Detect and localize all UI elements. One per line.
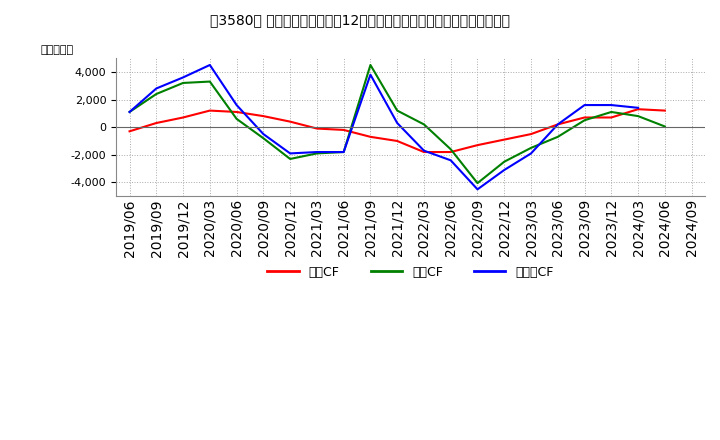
営業CF <box>500 137 508 142</box>
営業CF <box>366 134 374 139</box>
営業CF <box>312 126 321 131</box>
投資CF <box>286 156 294 161</box>
投資CF <box>420 122 428 127</box>
営業CF <box>446 150 455 155</box>
営業CF <box>339 127 348 132</box>
営業CF <box>233 109 241 114</box>
フリーCF <box>179 75 187 80</box>
フリーCF <box>366 72 374 77</box>
営業CF <box>527 132 536 137</box>
フリーCF <box>446 158 455 163</box>
営業CF <box>125 128 134 134</box>
フリーCF <box>393 121 402 126</box>
フリーCF <box>205 62 214 68</box>
投資CF <box>179 81 187 86</box>
投資CF <box>125 109 134 114</box>
営業CF <box>179 115 187 120</box>
フリーCF <box>527 151 536 156</box>
投資CF <box>634 114 642 119</box>
営業CF <box>420 150 428 155</box>
営業CF <box>473 143 482 148</box>
営業CF <box>660 108 669 113</box>
営業CF <box>286 119 294 124</box>
フリーCF <box>233 103 241 108</box>
投資CF <box>233 116 241 121</box>
投資CF <box>393 108 402 113</box>
投資CF <box>339 150 348 155</box>
投資CF <box>152 92 161 97</box>
営業CF <box>205 108 214 113</box>
フリーCF <box>500 167 508 172</box>
投資CF <box>446 147 455 152</box>
フリーCF <box>339 150 348 155</box>
フリーCF <box>607 103 616 108</box>
Line: 投資CF: 投資CF <box>130 65 665 183</box>
Legend: 営業CF, 投資CF, フリーCF: 営業CF, 投資CF, フリーCF <box>262 260 559 283</box>
投資CF <box>500 159 508 165</box>
投資CF <box>259 136 268 141</box>
フリーCF <box>152 86 161 91</box>
営業CF <box>259 114 268 119</box>
フリーCF <box>420 148 428 153</box>
フリーCF <box>473 187 482 192</box>
営業CF <box>554 122 562 127</box>
Y-axis label: （百万円）: （百万円） <box>41 45 74 55</box>
フリーCF <box>312 150 321 155</box>
Line: フリーCF: フリーCF <box>130 65 638 189</box>
フリーCF <box>554 122 562 127</box>
営業CF <box>393 138 402 143</box>
投資CF <box>660 124 669 129</box>
Line: 営業CF: 営業CF <box>130 109 665 152</box>
フリーCF <box>634 105 642 110</box>
フリーCF <box>580 103 589 108</box>
投資CF <box>554 134 562 139</box>
営業CF <box>634 106 642 112</box>
Text: ［3580］ キャッシュフローの12か月移動合計の対前年同期増減額の推移: ［3580］ キャッシュフローの12か月移動合計の対前年同期増減額の推移 <box>210 13 510 27</box>
フリーCF <box>125 109 134 114</box>
フリーCF <box>286 151 294 156</box>
投資CF <box>607 109 616 114</box>
営業CF <box>152 121 161 126</box>
投資CF <box>205 79 214 84</box>
投資CF <box>580 117 589 123</box>
投資CF <box>366 62 374 68</box>
フリーCF <box>259 132 268 137</box>
営業CF <box>580 115 589 120</box>
営業CF <box>607 115 616 120</box>
投資CF <box>527 145 536 150</box>
投資CF <box>312 151 321 156</box>
投資CF <box>473 180 482 186</box>
